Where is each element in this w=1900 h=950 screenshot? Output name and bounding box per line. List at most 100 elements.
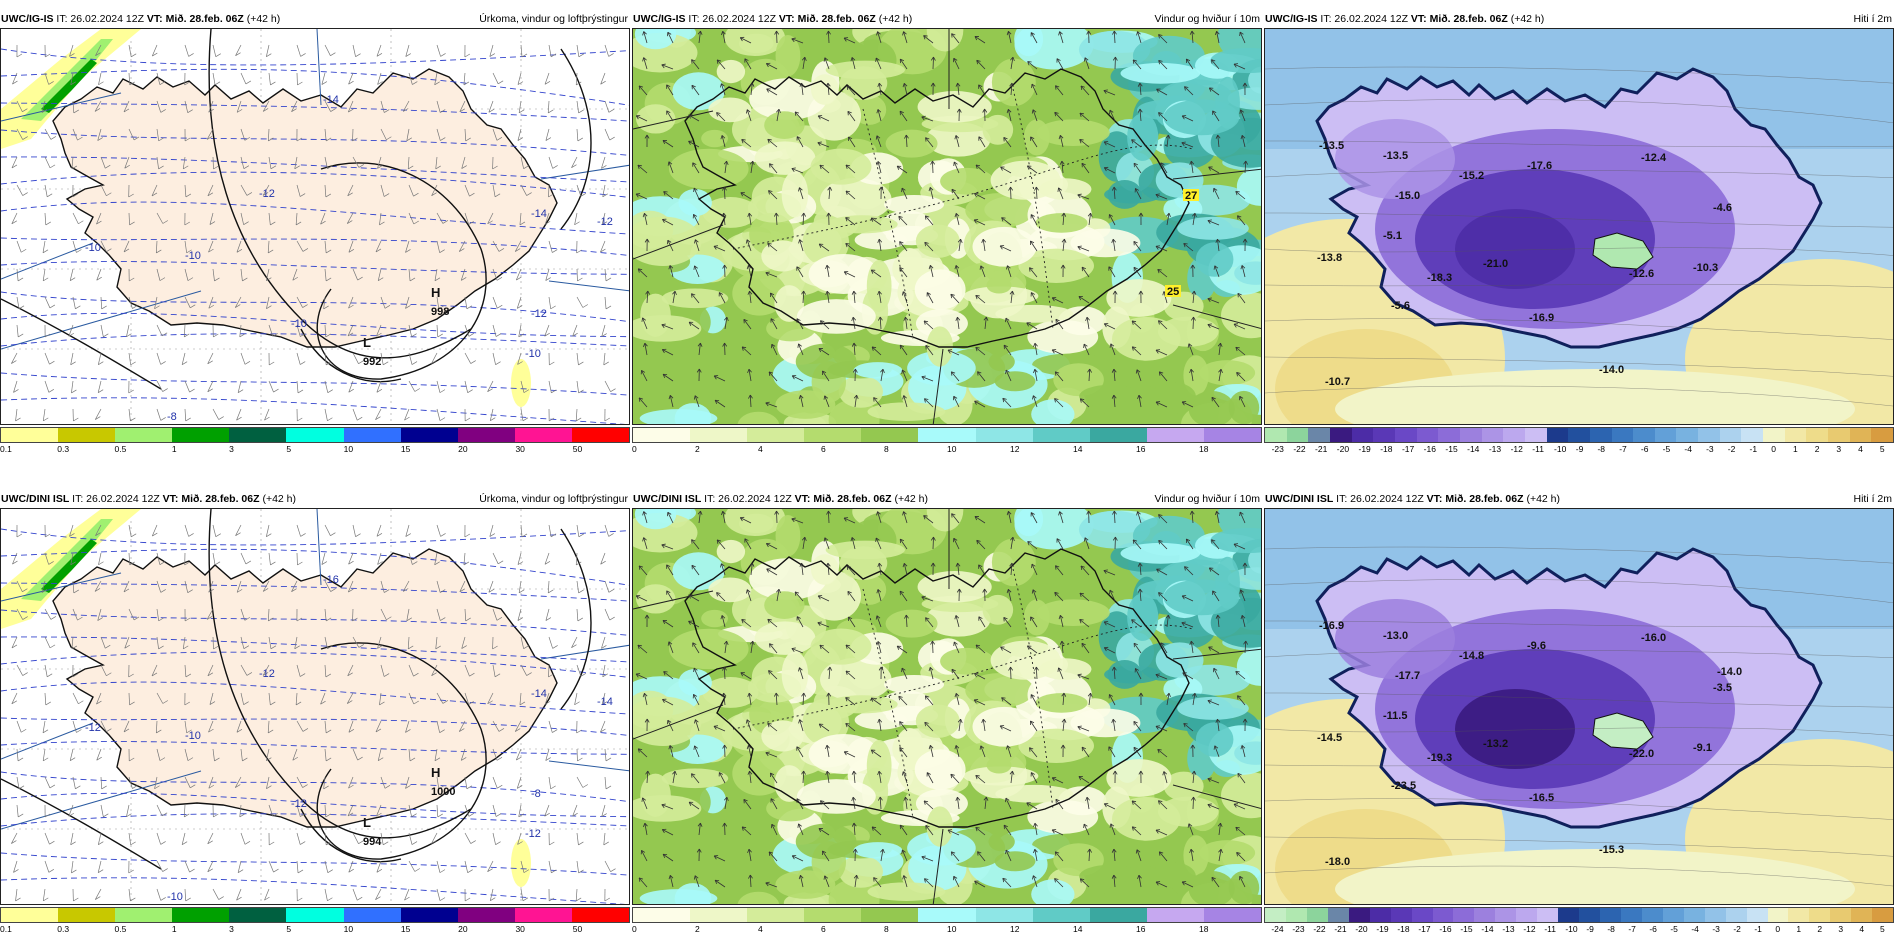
temperature-isoline-label: -10 <box>291 318 307 330</box>
color-scale-swatch <box>1327 908 1349 922</box>
color-scale-labels: 0.1 0.3 0.5 1 3 5 10 15 20 30 50 <box>0 444 630 456</box>
color-scale-swatch <box>1546 428 1569 442</box>
color-scale-tick-label: -2 <box>1733 924 1741 934</box>
color-scale-tick-label: -19 <box>1376 924 1389 934</box>
color-scale-swatch <box>1524 428 1547 442</box>
color-scale-tick-label: -18 <box>1380 444 1393 454</box>
panel-header: UWC/IG-IS IT: 26.02.2024 12Z VT: Mið. 28… <box>0 10 630 28</box>
temperature-value-label: -22.0 <box>1629 748 1654 760</box>
color-scale-swatch <box>115 428 173 442</box>
color-scale-tick-label: -14 <box>1481 924 1494 934</box>
color-scale-bar <box>1264 907 1894 923</box>
color-scale-tick-label: -16 <box>1439 924 1452 934</box>
projection-line <box>1 572 122 602</box>
color-scale-tick-label: 10 <box>343 924 354 934</box>
color-scale-swatch <box>1662 908 1684 922</box>
color-scale-swatch <box>1394 428 1417 442</box>
temperature-value-label: -13.2 <box>1483 738 1508 750</box>
projection-line <box>1 770 202 830</box>
map-canvas: -16.9 -13.0 -14.8 -9.6 -16.0 -17.7 -3.5 -11.5 -1… <box>1264 508 1894 905</box>
color-scale-tick-label: 2 <box>695 444 700 454</box>
color-scale-swatch <box>633 908 691 922</box>
color-scale-tick-label: -3 <box>1706 444 1714 454</box>
pressure-value-label: 994 <box>363 836 382 848</box>
color-scale-swatch <box>1265 428 1287 442</box>
color-scale-swatch <box>918 428 976 442</box>
color-scale-swatch <box>343 908 401 922</box>
color-scale-tick-label: 3 <box>229 444 234 454</box>
temperature-value-label: -15.3 <box>1599 844 1624 856</box>
color-scale-swatch <box>514 908 572 922</box>
color-scale-swatch <box>1767 908 1789 922</box>
temperature-value-label: -15.0 <box>1395 190 1420 202</box>
color-scale-swatch <box>115 908 173 922</box>
color-scale-tick-label: -24 <box>1271 924 1284 934</box>
projection-line <box>540 164 629 180</box>
color-scale-tick-label: 50 <box>572 444 583 454</box>
color-scale-swatch <box>1600 908 1621 922</box>
color-scale-labels: 0.1 0.3 0.5 1 3 5 10 15 20 30 50 <box>0 924 630 936</box>
color-scale-swatch <box>747 428 805 442</box>
color-scale-tick-label: 1 <box>1792 444 1798 454</box>
color-scale-swatch <box>1032 428 1090 442</box>
color-scale-tick-label: 0 <box>1775 924 1781 934</box>
color-scale-tick-label: -12 <box>1523 924 1536 934</box>
color-scale-swatch <box>1611 428 1634 442</box>
projection-line <box>633 704 724 740</box>
temperature-value-label: -19.3 <box>1427 752 1452 764</box>
temperature-value-label: -10.3 <box>1693 262 1718 274</box>
color-scale-tick-label: -7 <box>1619 444 1627 454</box>
temperature-value-label: -23.5 <box>1391 780 1416 792</box>
color-scale-tick-label: -16 <box>1423 444 1436 454</box>
precip-area <box>511 359 531 407</box>
region-boundary <box>1012 88 1054 330</box>
color-scale-tick-label: 1 <box>171 444 177 454</box>
region-boundary <box>732 624 1194 730</box>
initial-time: IT: 26.02.2024 12Z <box>1320 13 1408 25</box>
color-scale-swatch <box>1032 908 1090 922</box>
color-scale-swatch <box>1329 428 1352 442</box>
color-scale-swatch <box>1203 908 1262 922</box>
color-scale-swatch <box>1203 428 1262 442</box>
color-scale-swatch <box>1146 428 1204 442</box>
color-scale-tick-label: 0.5 <box>114 924 127 934</box>
color-scale-swatch <box>1589 428 1612 442</box>
wind-barbs <box>11 44 616 422</box>
region-boundary <box>862 588 914 820</box>
temperature-isoline-label: -12 <box>259 188 275 200</box>
color-scale-tick-label: 15 <box>400 924 411 934</box>
color-scale-tick-label: -21 <box>1334 924 1347 934</box>
color-scale-labels: 0 2 4 6 8 10 12 14 16 18 <box>632 444 1262 456</box>
color-scale-tick-label: 16 <box>1136 924 1146 934</box>
color-scale-swatch <box>1849 428 1872 442</box>
model-name: UWC/DINI ISL <box>1265 493 1334 505</box>
wind-map-panel: UWC/IG-IS IT: 26.02.2024 12Z VT: Mið. 28… <box>632 10 1262 470</box>
projection-line <box>1 722 94 760</box>
wind-speed-field <box>633 29 1261 424</box>
color-scale-swatch <box>1704 908 1726 922</box>
color-scale-swatch <box>1146 908 1204 922</box>
temp-map-panel: UWC/DINI ISL IT: 26.02.2024 12Z VT: Mið.… <box>1264 490 1894 950</box>
color-scale-swatch <box>1746 908 1768 922</box>
projection-line <box>932 348 944 424</box>
initial-time: IT: 26.02.2024 12Z <box>56 13 144 25</box>
initial-time: IT: 26.02.2024 12Z <box>72 493 160 505</box>
temperature-value-label: -15.2 <box>1459 170 1484 182</box>
color-scale-swatch <box>172 428 230 442</box>
color-scale-tick-label: 3 <box>229 924 234 934</box>
map-canvas: -13.5 -13.5 -15.2 -17.6 -12.4 -15.0 -4.6 -5.1 -1… <box>1264 28 1894 425</box>
color-scale-swatch <box>1373 428 1395 442</box>
panel-header: UWC/IG-IS IT: 26.02.2024 12Z VT: Mið. 28… <box>632 10 1262 28</box>
color-scale-swatch <box>1719 428 1742 442</box>
color-scale-bar <box>0 907 630 923</box>
temperature-value-label: -13.5 <box>1319 140 1344 152</box>
temperature-isoline-label: -8 <box>167 411 177 423</box>
color-scale-tick-label: -8 <box>1597 444 1606 454</box>
gust-marker <box>1183 189 1199 201</box>
wind-vectors <box>635 30 1248 408</box>
temperature-isoline-label: -14 <box>531 688 547 700</box>
valid-time: VT: Mið. 28.feb. 06Z <box>146 13 244 25</box>
interior-cold-core <box>1335 599 1735 809</box>
temperature-value-label: -16.9 <box>1319 620 1344 632</box>
projection-line <box>1172 784 1261 809</box>
